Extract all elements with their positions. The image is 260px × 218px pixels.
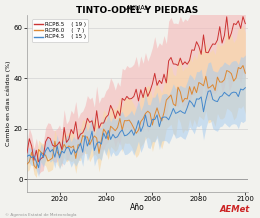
Text: AEMet: AEMet xyxy=(219,205,250,214)
Text: © Agencia Estatal de Meteorología: © Agencia Estatal de Meteorología xyxy=(5,213,77,217)
Text: ANUAL: ANUAL xyxy=(125,5,149,11)
X-axis label: Año: Año xyxy=(130,203,145,213)
Title: TINTO-ODIEL Y PIEDRAS: TINTO-ODIEL Y PIEDRAS xyxy=(76,6,198,15)
Y-axis label: Cambio en dias cálidos (%): Cambio en dias cálidos (%) xyxy=(5,61,11,146)
Legend: RCP8.5    ( 19 ), RCP6.0    (  7 ), RCP4.5    ( 15 ): RCP8.5 ( 19 ), RCP6.0 ( 7 ), RCP4.5 ( 15… xyxy=(32,19,88,42)
